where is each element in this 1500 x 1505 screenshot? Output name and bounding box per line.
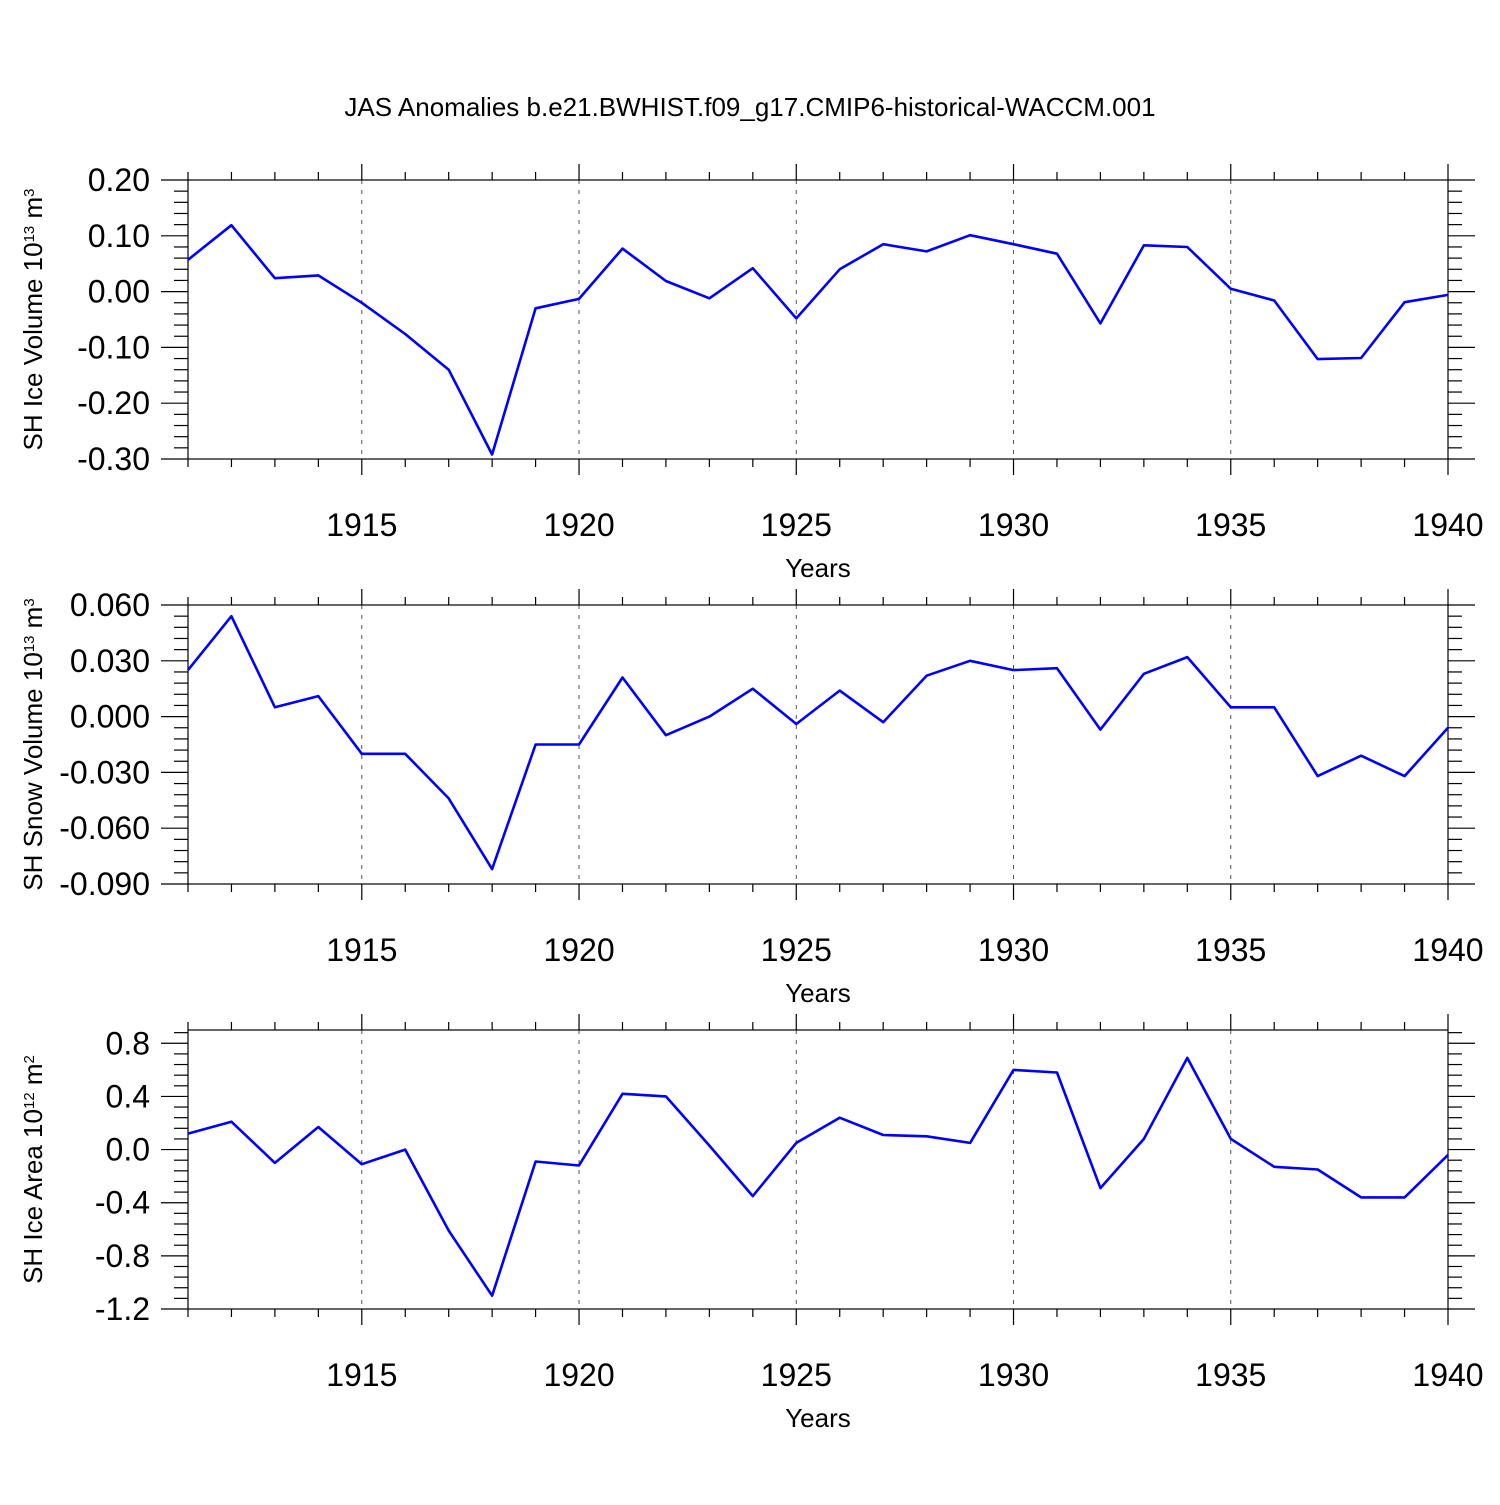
y-axis-title-superscript: 3 xyxy=(21,188,38,196)
x-tick-label: 1935 xyxy=(1195,1357,1266,1393)
y-tick-label: -0.30 xyxy=(77,441,150,477)
y-axis-title-superscript: 13 xyxy=(21,226,38,243)
chart-title: JAS Anomalies b.e21.BWHIST.f09_g17.CMIP6… xyxy=(344,92,1155,122)
x-axis-title: Years xyxy=(785,1403,851,1433)
y-axis-title: SH Ice Area 1012 m2 xyxy=(18,1055,48,1284)
x-tick-label: 1920 xyxy=(543,932,614,968)
y-axis-title-part: m xyxy=(18,607,48,636)
y-tick-label: -0.030 xyxy=(59,754,150,790)
x-tick-label: 1930 xyxy=(978,1357,1049,1393)
y-tick-label: -0.8 xyxy=(95,1238,150,1274)
x-tick-label: 1920 xyxy=(543,507,614,543)
y-tick-label: 0.060 xyxy=(70,587,150,623)
x-tick-label: 1940 xyxy=(1412,1357,1483,1393)
x-tick-label: 1930 xyxy=(978,507,1049,543)
x-tick-label: 1925 xyxy=(761,932,832,968)
y-tick-label: 0.030 xyxy=(70,643,150,679)
x-tick-label: 1920 xyxy=(543,1357,614,1393)
x-axis-title: Years xyxy=(785,553,851,583)
y-tick-label: 0.20 xyxy=(88,162,150,198)
series-line xyxy=(187,223,1449,456)
x-tick-label: 1940 xyxy=(1412,507,1483,543)
y-tick-label: -0.090 xyxy=(59,866,150,902)
y-axis-title-part: m xyxy=(18,1063,48,1092)
y-tick-label: 0.8 xyxy=(106,1025,150,1061)
y-axis-title-superscript: 12 xyxy=(21,1092,38,1109)
plot-frame xyxy=(187,179,1449,460)
y-axis-title-part: SH Ice Volume 10 xyxy=(18,242,48,450)
x-tick-label: 1940 xyxy=(1412,932,1483,968)
y-tick-label: 0.00 xyxy=(88,274,150,310)
y-tick-label: 0.4 xyxy=(106,1078,150,1114)
x-tick-label: 1935 xyxy=(1195,932,1266,968)
x-tick-label: 1925 xyxy=(761,507,832,543)
x-tick-label: 1915 xyxy=(326,1357,397,1393)
y-axis-title-part: SH Snow Volume 10 xyxy=(18,652,48,890)
y-axis-title-superscript: 13 xyxy=(21,636,38,653)
y-tick-label: -0.10 xyxy=(77,329,150,365)
y-axis-title-superscript: 2 xyxy=(21,1055,38,1063)
y-tick-label: -0.20 xyxy=(77,385,150,421)
y-tick-label: 0.0 xyxy=(106,1132,150,1168)
panel-2: 0.060 0.030 0.000 -0.030 -0.060 -0.090 1915 192… xyxy=(18,587,1484,1008)
y-tick-label: -0.060 xyxy=(59,810,150,846)
panel-1: 0.20 0.10 0.00 -0.10 -0.20 -0.30 1915 1920 1925 1… xyxy=(18,162,1484,583)
x-tick-label: 1915 xyxy=(326,932,397,968)
y-axis-title-part: SH Ice Area 10 xyxy=(18,1109,48,1284)
series-line xyxy=(187,1056,1449,1297)
series-line xyxy=(186,614,1449,871)
y-axis-title-superscript: 3 xyxy=(21,598,38,606)
y-tick-label: 0.000 xyxy=(70,699,150,735)
x-tick-label: 1935 xyxy=(1195,507,1266,543)
y-axis-title: SH Snow Volume 1013 m3 xyxy=(18,598,48,890)
plot-frame xyxy=(187,604,1449,885)
x-tick-label: 1925 xyxy=(761,1357,832,1393)
y-axis-title: SH Ice Volume 1013 m3 xyxy=(18,188,48,450)
x-tick-label: 1915 xyxy=(326,507,397,543)
panel-3: 0.8 0.4 0.0 -0.4 -0.8 -1.2 1915 1920 1925 1930 193… xyxy=(18,1014,1484,1433)
y-axis-title-part: m xyxy=(18,197,48,226)
x-axis-title: Years xyxy=(785,978,851,1008)
y-tick-label: 0.10 xyxy=(88,218,150,254)
plot-frame xyxy=(187,1029,1449,1310)
y-tick-label: -0.4 xyxy=(95,1185,150,1221)
x-tick-label: 1930 xyxy=(978,932,1049,968)
y-tick-label: -1.2 xyxy=(95,1291,150,1327)
